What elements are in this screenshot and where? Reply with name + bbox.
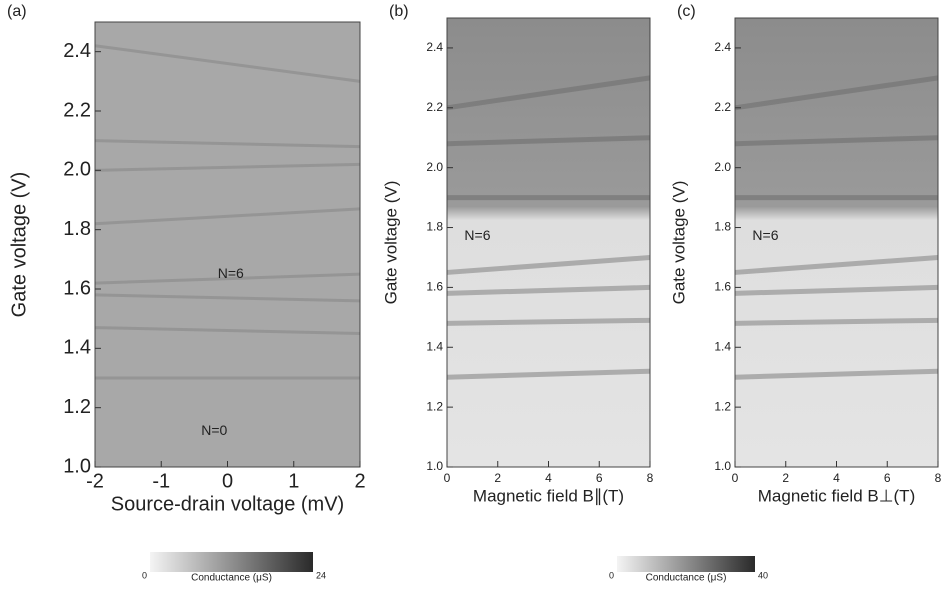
x-tick-label: -2 xyxy=(86,470,104,492)
y-tick-label: 1.0 xyxy=(714,459,731,473)
texture-band xyxy=(446,135,651,147)
annotation: N=0 xyxy=(201,422,227,438)
colorbar-tick-label: 0 xyxy=(142,570,147,580)
x-tick-label: 4 xyxy=(545,471,552,485)
texture-band xyxy=(94,272,361,285)
x-tick-label: 8 xyxy=(647,471,654,485)
texture-band xyxy=(734,317,939,326)
panel: 1.0 1.2 1.4 1.6 1.8 2.0 2.2 2.4 -2 -1 0 1 2 Source-dr… xyxy=(7,3,366,583)
texture-band xyxy=(734,135,939,147)
x-tick-label: 2 xyxy=(354,470,365,492)
texture-band xyxy=(734,284,939,296)
y-tick-label: 1.2 xyxy=(63,396,91,418)
x-tick-label: 2 xyxy=(494,471,501,485)
colorbar-label: Conductance (μS) xyxy=(646,573,727,584)
y-axis-label: Gate voltage (V) xyxy=(669,181,688,305)
texture-band xyxy=(734,368,939,380)
x-axis-label: Magnetic field B⊥(T) xyxy=(758,486,915,505)
heatmap-area xyxy=(95,22,360,467)
texture-band xyxy=(446,284,651,296)
texture-band xyxy=(94,44,361,83)
colorbar xyxy=(150,552,313,572)
y-tick-label: 1.4 xyxy=(426,339,443,353)
x-tick-label: 0 xyxy=(444,471,451,485)
texture-band xyxy=(94,326,361,335)
texture-band xyxy=(94,207,361,226)
y-tick-label: 1.6 xyxy=(426,280,443,294)
y-tick-label: 1.6 xyxy=(63,277,91,299)
texture-band xyxy=(734,75,939,111)
y-tick-label: 1.4 xyxy=(714,339,731,353)
x-tick-label: 6 xyxy=(596,471,603,485)
panel-label: (c) xyxy=(677,3,696,20)
x-tick-label: 0 xyxy=(222,470,233,492)
y-tick-label: 2.0 xyxy=(63,159,91,181)
y-axis-label: Gate voltage (V) xyxy=(8,172,30,318)
colorbar-tick-label: 24 xyxy=(316,570,326,580)
y-tick-label: 1.4 xyxy=(63,337,91,359)
y-tick-label: 1.2 xyxy=(426,399,443,413)
y-tick-label: 2.0 xyxy=(426,160,443,174)
texture-band xyxy=(94,162,361,172)
y-tick-label: 2.2 xyxy=(714,100,731,114)
y-axis-label: Gate voltage (V) xyxy=(381,181,400,305)
x-tick-label: 0 xyxy=(732,471,739,485)
y-tick-label: 1.0 xyxy=(426,459,443,473)
y-tick-label: 1.0 xyxy=(63,455,91,477)
y-tick-label: 1.6 xyxy=(714,280,731,294)
y-tick-label: 2.0 xyxy=(714,160,731,174)
colorbar-label: Conductance (μS) xyxy=(191,573,272,584)
colorbar-tick-label: 40 xyxy=(758,570,768,580)
x-tick-label: 1 xyxy=(288,470,299,492)
annotation: N=6 xyxy=(464,227,490,243)
panel: 1.0 1.2 1.4 1.6 1.8 2.0 2.2 2.4 0 2 4 6 8 Magnetic fi… xyxy=(669,3,941,505)
texture-band xyxy=(734,254,939,275)
y-tick-label: 1.8 xyxy=(63,218,91,240)
y-tick-label: 1.2 xyxy=(714,399,731,413)
y-tick-label: 1.8 xyxy=(714,220,731,234)
y-tick-label: 1.8 xyxy=(426,220,443,234)
texture-band xyxy=(446,317,651,326)
y-tick-label: 2.2 xyxy=(426,100,443,114)
x-tick-label: 8 xyxy=(935,471,942,485)
panel-label: (b) xyxy=(389,3,409,20)
y-tick-label: 2.4 xyxy=(426,40,443,54)
x-tick-label: 2 xyxy=(782,471,789,485)
x-tick-label: 4 xyxy=(833,471,840,485)
texture-band xyxy=(94,293,361,303)
panel-label: (a) xyxy=(7,3,27,20)
texture-band xyxy=(446,368,651,380)
annotation: N=6 xyxy=(218,265,244,281)
x-tick-label: 6 xyxy=(884,471,891,485)
x-axis-label: Source-drain voltage (mV) xyxy=(111,493,344,515)
texture-band xyxy=(446,75,651,111)
panel: 1.0 1.2 1.4 1.6 1.8 2.0 2.2 2.4 0 2 4 6 8 Magnetic fi… xyxy=(381,3,768,583)
x-tick-label: -1 xyxy=(152,470,170,492)
colorbar-tick-label: 0 xyxy=(609,570,614,580)
y-tick-label: 2.2 xyxy=(63,99,91,121)
colorbar xyxy=(617,556,755,572)
y-tick-label: 2.4 xyxy=(63,40,91,62)
annotation: N=6 xyxy=(752,227,778,243)
y-tick-label: 2.4 xyxy=(714,40,731,54)
texture-band xyxy=(446,254,651,275)
x-axis-label: Magnetic field B∥(T) xyxy=(473,486,624,505)
texture-band xyxy=(94,139,361,149)
